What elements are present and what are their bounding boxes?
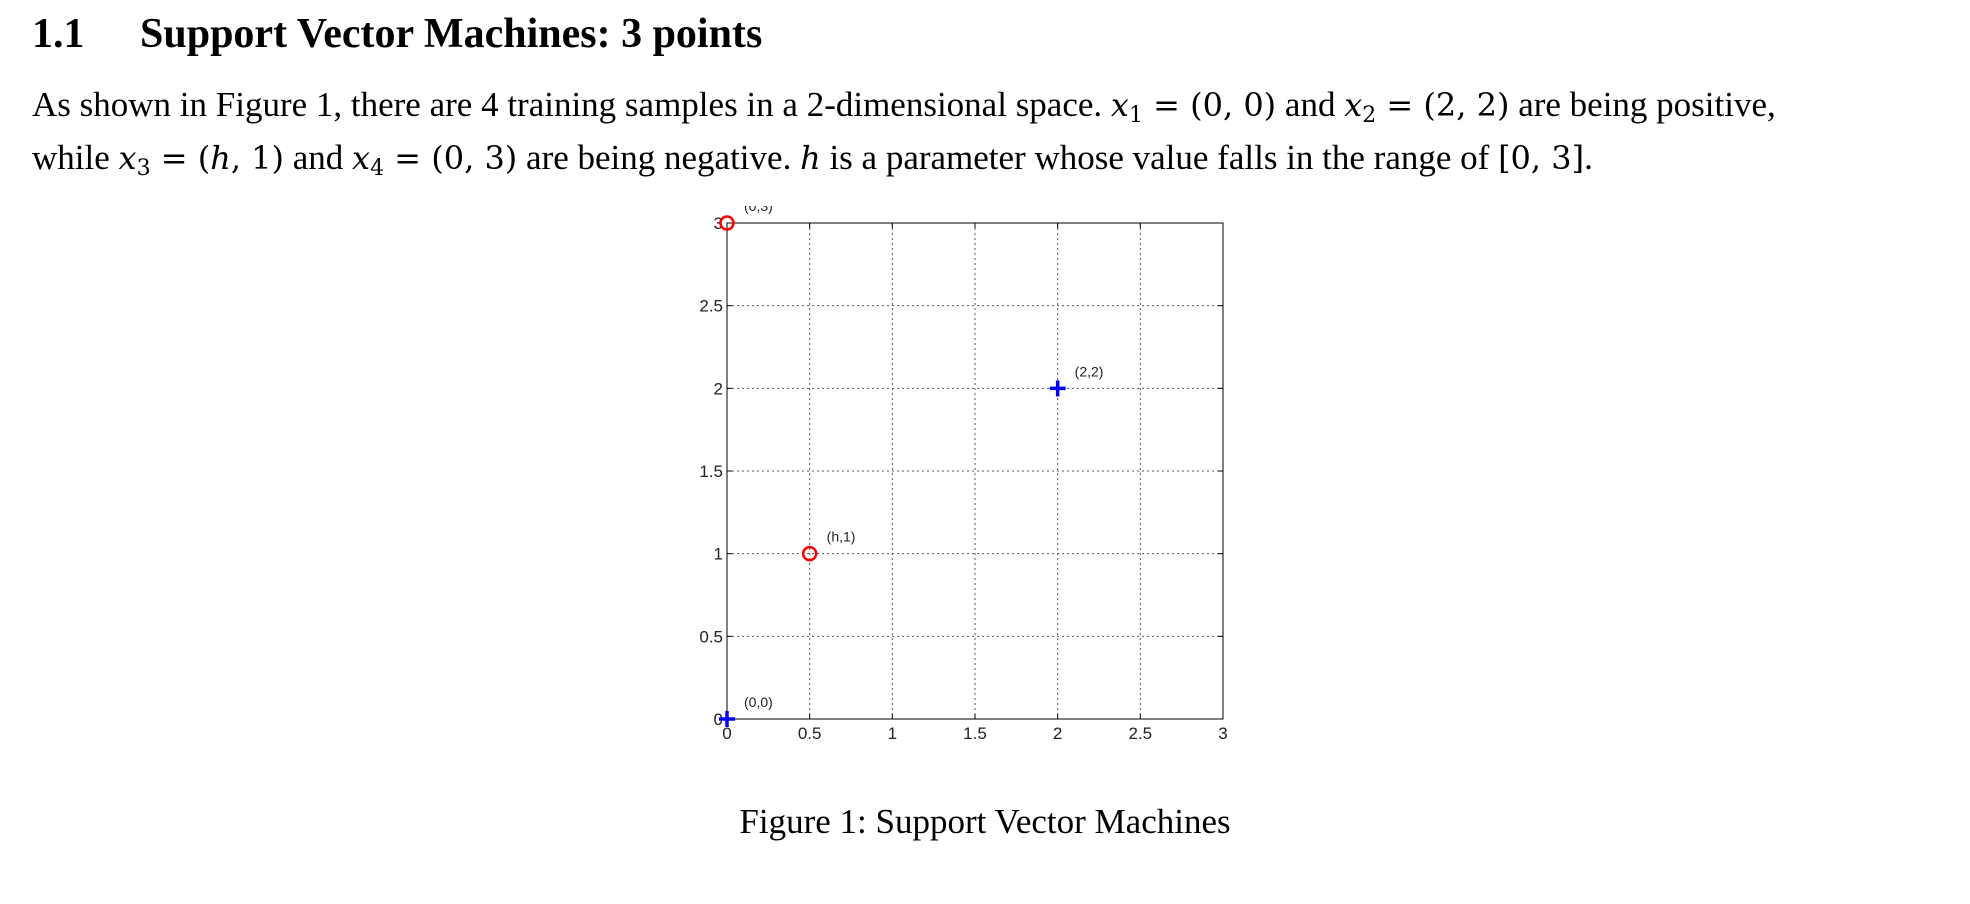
point-label: (0,3)	[744, 206, 773, 214]
math-range: [0, 3]	[1498, 139, 1585, 177]
y-tick-label: 3	[714, 214, 723, 233]
math-x2: x2	[1344, 86, 1377, 128]
section-number: 1.1	[32, 11, 85, 57]
math-x1: x1	[1110, 86, 1143, 128]
point-label: (2,2)	[1075, 363, 1104, 379]
math-x3: x3	[118, 139, 151, 181]
figure-caption: Figure 1: Support Vector Machines	[739, 802, 1231, 841]
paragraph-text: .	[1584, 138, 1593, 177]
paragraph-line-1: As shown in Figure 1, there are 4 traini…	[32, 84, 1942, 137]
y-tick-label: 0.5	[699, 627, 723, 646]
x-tick-label: 2	[1053, 724, 1062, 743]
paragraph-text: and	[1276, 85, 1345, 124]
math-x3-value: = (h, 1)	[150, 139, 284, 177]
x-tick-label: 0	[722, 724, 731, 743]
math-x4: x4	[352, 139, 385, 181]
paragraph-text: while	[32, 138, 119, 177]
point-label: (0,0)	[744, 694, 773, 710]
negative-point-marker	[719, 215, 735, 231]
section-heading: 1.1 Support Vector Machines: 3 points	[32, 10, 762, 58]
y-tick-label: 1	[714, 545, 723, 564]
paragraph-line-2: while x3 = (h, 1) and x4 = (0, 3) are be…	[32, 137, 1942, 190]
positive-point-marker	[719, 711, 735, 727]
x-tick-label: 1.5	[963, 724, 987, 743]
math-x4-value: = (0, 3)	[384, 139, 518, 177]
svm-scatter-chart: 0 0.5 1 1.5 2 2.5 3 0 0.5 1 1.5 2 2.5 3 (0,0) (2,2) (h,1…	[699, 198, 1227, 743]
paragraph-text: are being positive,	[1509, 85, 1776, 124]
math-x1-value: = (0, 0)	[1142, 86, 1277, 124]
math-h: h	[800, 139, 821, 177]
x-tick-label: 2.5	[1129, 724, 1153, 743]
y-tick-label: 2	[714, 379, 723, 398]
negative-point-marker	[801, 545, 818, 562]
problem-paragraph: As shown in Figure 1, there are 4 traini…	[32, 84, 1942, 190]
paragraph-text: is a parameter whose value falls in the …	[820, 138, 1499, 177]
figure-1: 0 0.5 1 1.5 2 2.5 3 0 0.5 1 1.5 2 2.5 3 (0,0) (2,2) (h,1…	[680, 198, 1240, 751]
math-x2-value: = (2, 2)	[1376, 86, 1510, 124]
positive-point-marker	[1049, 380, 1066, 397]
x-tick-label: 1	[888, 724, 897, 743]
y-tick-label: 0	[714, 710, 723, 729]
x-tick-label: 3	[1218, 724, 1227, 743]
paragraph-text: As shown in Figure 1, there are 4 traini…	[32, 85, 1111, 124]
point-label: (h,1)	[827, 529, 856, 545]
paragraph-text: and	[284, 138, 353, 177]
y-tick-label: 1.5	[699, 462, 723, 481]
x-tick-label: 0.5	[798, 724, 822, 743]
section-title: Support Vector Machines: 3 points	[140, 11, 763, 57]
paragraph-text: are being negative.	[517, 138, 801, 177]
y-tick-label: 2.5	[699, 297, 723, 316]
